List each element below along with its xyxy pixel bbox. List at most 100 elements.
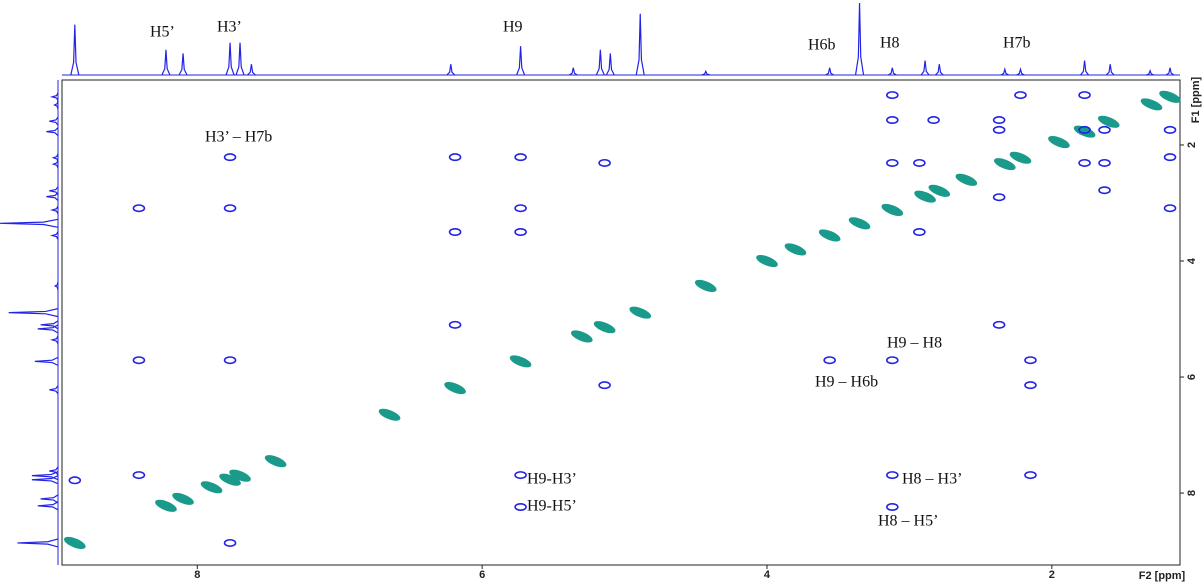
cross-peak — [514, 204, 527, 213]
diagonal-peak — [593, 321, 616, 334]
cross-peak — [1163, 204, 1177, 213]
top-projection-peak — [178, 53, 188, 76]
cross-peak — [68, 476, 82, 485]
left-projection-peak — [49, 116, 59, 126]
cross-peak — [1014, 91, 1027, 100]
diagonal-peak — [571, 330, 593, 343]
left-projection-peak — [49, 231, 59, 240]
left-projection-peak — [31, 471, 59, 481]
diagonal-peak — [509, 355, 532, 368]
cross-peak — [913, 227, 926, 236]
diagonal-peak — [784, 243, 807, 256]
cross-peak — [927, 116, 940, 125]
top-projection-peak — [701, 69, 710, 76]
left-projection-peak — [8, 308, 59, 318]
diagonal-peak — [378, 408, 401, 421]
left-projection-peak — [49, 466, 59, 476]
cross-peak — [514, 471, 527, 480]
cross-peak — [1163, 125, 1177, 134]
cross-peak — [1098, 186, 1111, 195]
plot-frame — [61, 79, 1181, 566]
cross-peak — [913, 158, 926, 167]
cross-peak — [223, 153, 237, 162]
left-projection-peak — [46, 127, 59, 137]
top-projection-peak — [1165, 67, 1175, 76]
diagonal-peak — [881, 203, 904, 216]
y-tick-label: 4 — [1186, 257, 1198, 264]
diagonal-peak — [955, 173, 978, 186]
left-projection-peak — [51, 159, 59, 169]
top-projection-peak — [1105, 64, 1115, 76]
diagonal-peak — [64, 536, 86, 549]
cross-peak — [514, 227, 527, 236]
annotation: H5’ — [150, 24, 175, 41]
y-axis-label: F1 [ppm] — [1190, 76, 1202, 123]
cross-peak — [1024, 356, 1037, 365]
x-tick-label: 2 — [1049, 569, 1055, 581]
left-projection-peak — [49, 186, 59, 196]
diagonal-peak — [1159, 90, 1181, 103]
top-projection-peak — [854, 2, 865, 76]
left-projection-peak — [49, 92, 59, 102]
left-projection-peak — [0, 218, 59, 228]
top-projection-peak — [605, 53, 615, 76]
top-projection-peak — [446, 64, 456, 76]
diagonal-peak — [694, 279, 717, 292]
cross-peak — [1078, 91, 1091, 100]
cross-peak — [1078, 125, 1091, 134]
left-projection-peak — [49, 205, 59, 215]
cross-peak — [598, 158, 611, 167]
cross-peak — [992, 320, 1006, 329]
diagonal-peak — [756, 254, 778, 268]
left-projection-peak — [46, 192, 59, 202]
diagonal-peak — [818, 229, 841, 242]
top-projection-peak — [247, 64, 256, 76]
top-projection-peak — [635, 13, 645, 76]
cross-peak — [448, 320, 462, 329]
cross-peak — [992, 125, 1006, 134]
cross-peak — [992, 193, 1006, 202]
top-projection-peak — [887, 67, 897, 76]
cross-peak — [1163, 153, 1177, 162]
top-projection-peak — [70, 24, 80, 76]
annotation: H6b — [808, 37, 836, 54]
annotation: H7b — [1003, 35, 1031, 52]
annotation: H8 – H3’ — [902, 471, 962, 488]
cross-peak — [514, 153, 527, 162]
diagonal-peak — [848, 217, 871, 230]
cross-peak — [448, 227, 462, 236]
x-tick-label: 4 — [764, 569, 771, 581]
top-projection-peak — [1000, 66, 1010, 76]
cross-peak — [823, 356, 836, 365]
diagonal-peak — [1140, 98, 1163, 111]
annotation: H3’ – H7b — [205, 129, 272, 146]
top-projection-peak — [1080, 60, 1090, 76]
cross-peak — [223, 204, 237, 213]
diagonal-peak — [172, 492, 194, 505]
cross-peak — [1098, 158, 1111, 167]
cross-peak — [886, 502, 899, 511]
cross-peak — [1024, 381, 1037, 390]
cross-peak — [132, 356, 146, 365]
diagonal-peak — [229, 469, 251, 482]
annotation: H8 – H5’ — [878, 513, 938, 530]
cross-peak — [132, 471, 146, 480]
cross-peak — [1078, 158, 1091, 167]
cross-peak — [886, 158, 899, 167]
y-tick-label: 8 — [1186, 490, 1198, 496]
left-projection-peak — [53, 100, 59, 110]
top-projection-peak — [595, 49, 605, 76]
annotation: H9 – H6b — [815, 374, 878, 391]
cross-peak — [514, 502, 527, 511]
cross-peak — [992, 116, 1006, 125]
cross-peak — [448, 153, 462, 162]
diagonal-peak — [994, 158, 1016, 171]
diagonal-peak — [200, 481, 223, 494]
left-projection-peak — [34, 356, 59, 366]
x-tick-label: 6 — [479, 569, 485, 581]
top-projection-peak — [225, 42, 235, 76]
left-projection-peak — [51, 153, 59, 162]
cross-peak — [886, 356, 899, 365]
cross-peak — [223, 538, 237, 547]
top-projection-peak — [161, 49, 171, 76]
